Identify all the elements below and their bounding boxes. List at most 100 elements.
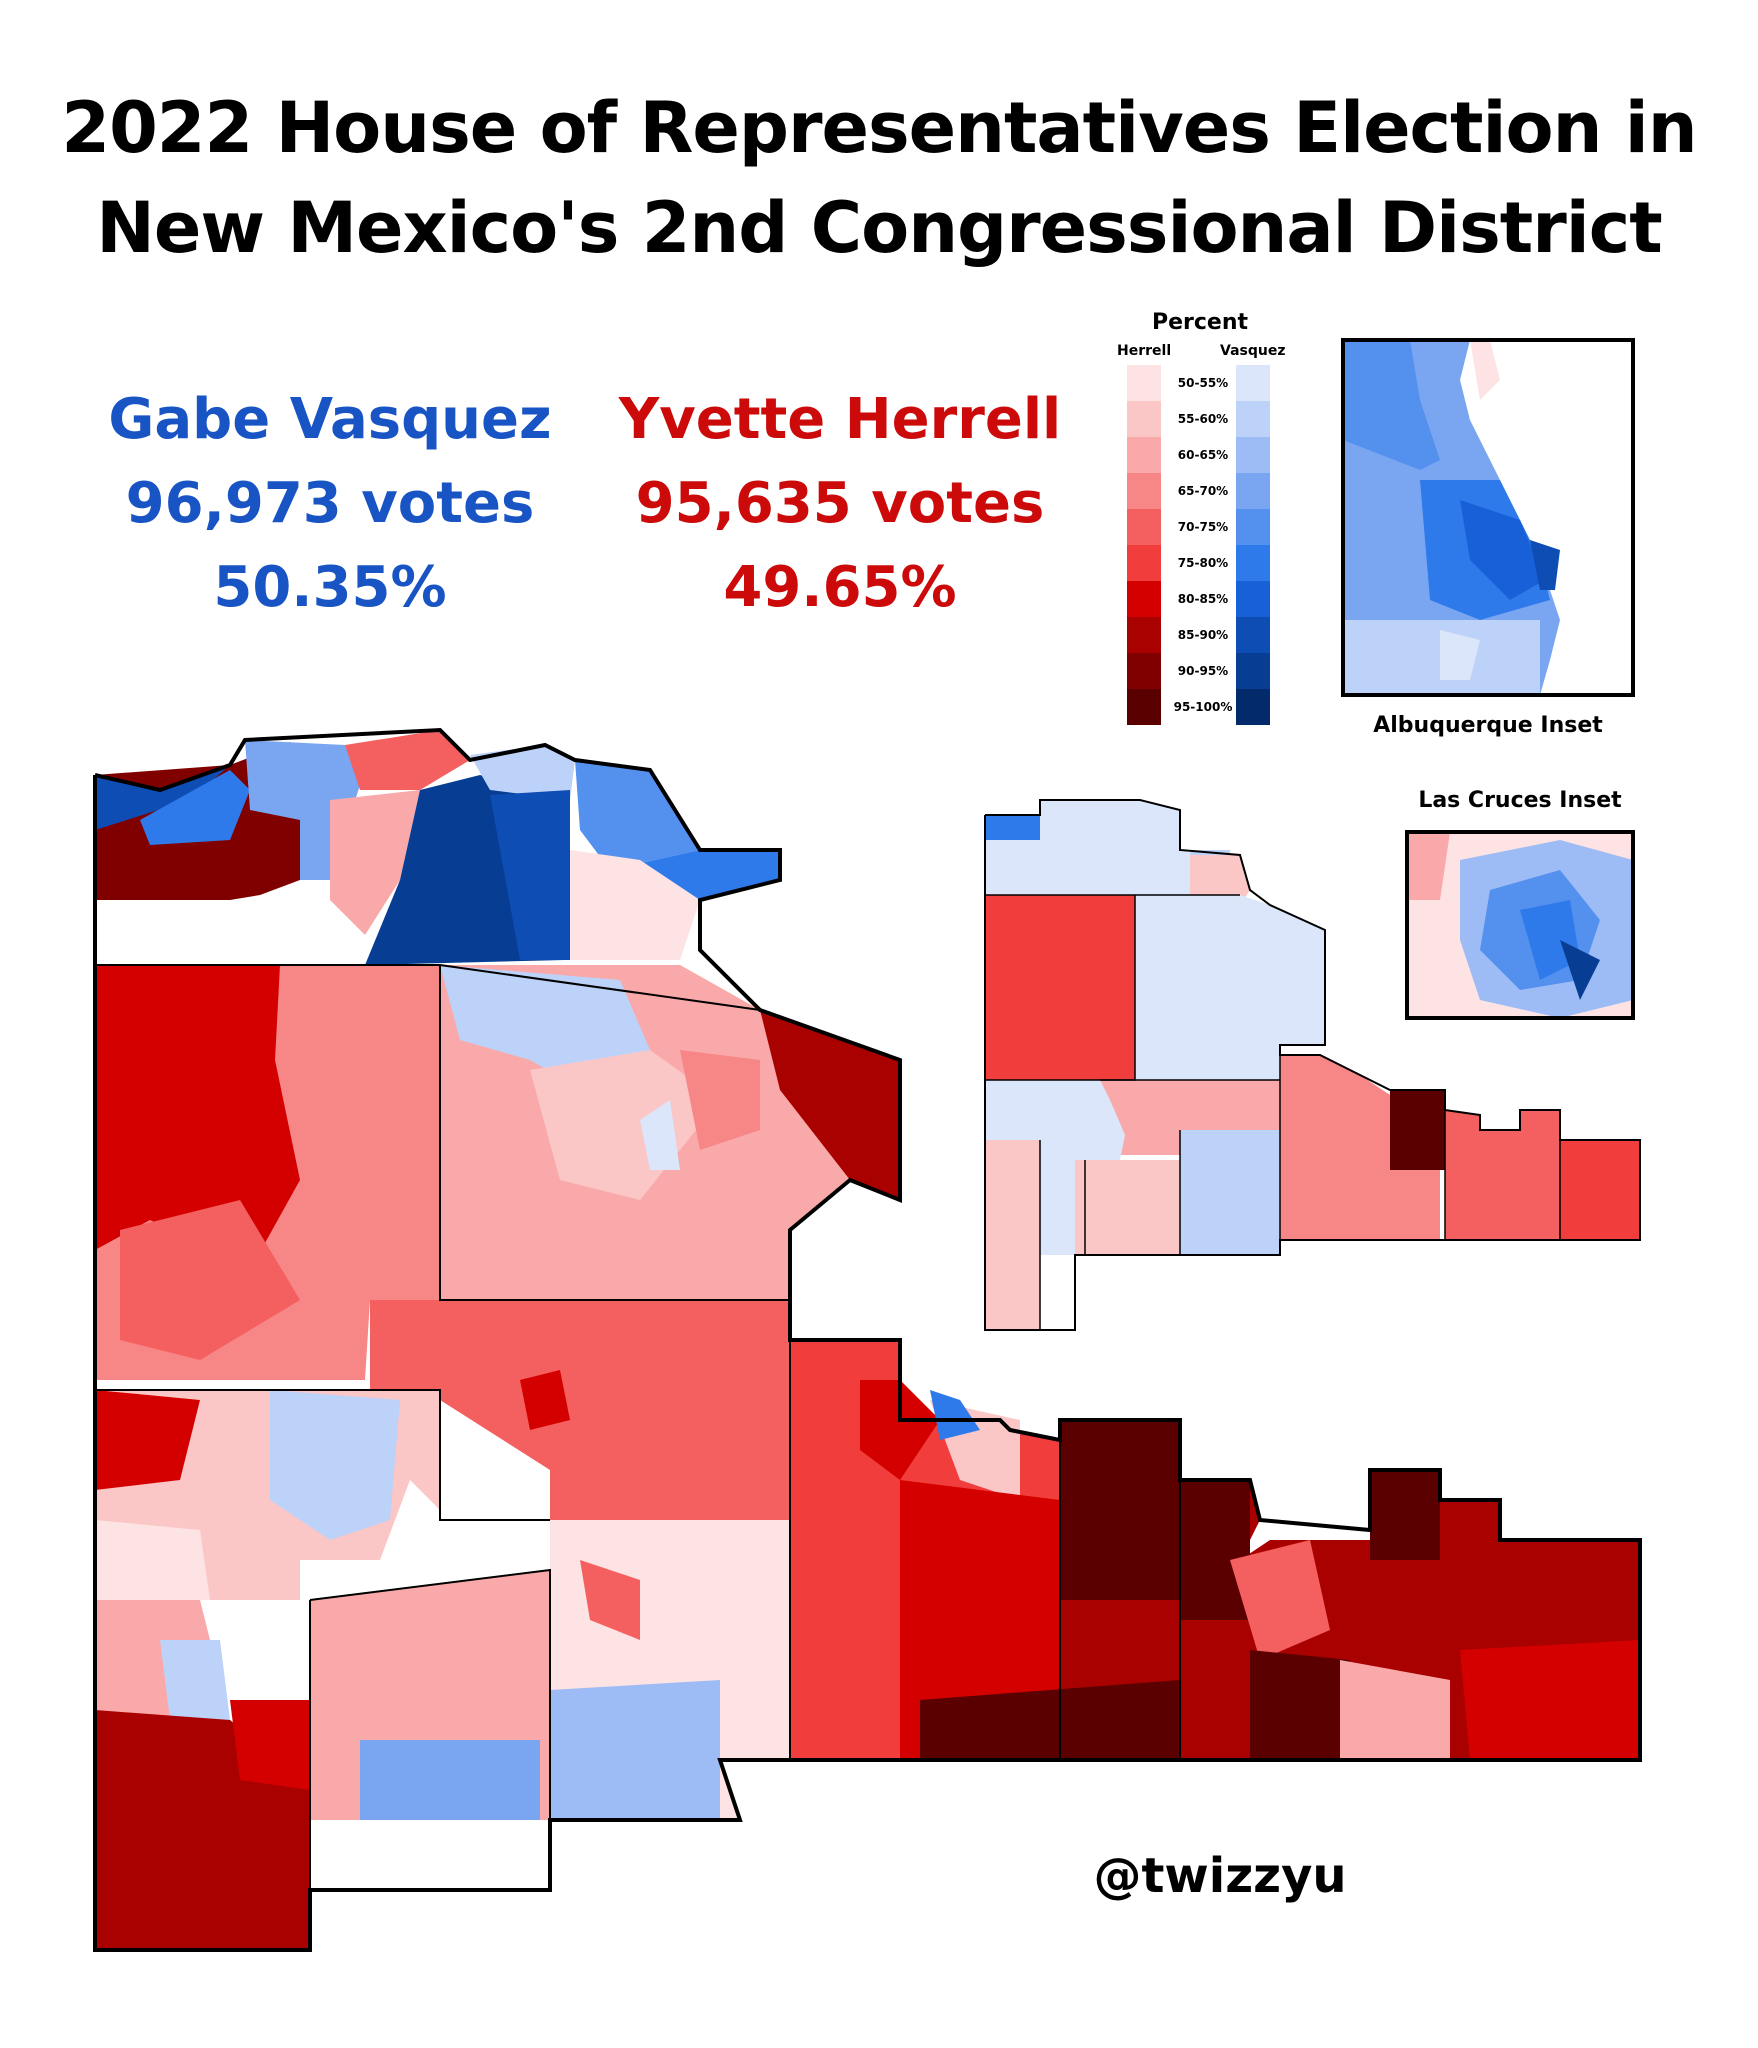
- legend-bin-label: 75-80%: [1177, 556, 1229, 570]
- county-region: [1135, 895, 1325, 1080]
- legend-rep-swatch: [1127, 437, 1161, 473]
- dem-candidate-block: Gabe Vasquez 96,973 votes 50.35%: [70, 378, 590, 630]
- map-region: [530, 1050, 720, 1200]
- map-region: [1230, 1540, 1330, 1660]
- county-region: [1190, 855, 1250, 905]
- map-region: [1180, 1480, 1250, 1620]
- title-line-1: 2022 House of Representatives Election i…: [61, 87, 1697, 169]
- legend-dem-swatch: [1236, 365, 1270, 401]
- legend-rep-swatch: [1127, 365, 1161, 401]
- map-region: [1460, 1640, 1640, 1760]
- dem-candidate-votes: 96,973 votes: [125, 471, 535, 536]
- county-summary-map: [984, 799, 1641, 1331]
- legend-rep-label: Herrell: [1117, 343, 1172, 359]
- map-region: [95, 1390, 200, 1490]
- county-summary-outline: [984, 799, 1641, 1331]
- county-line: [439, 965, 790, 1301]
- title-line-2: New Mexico's 2nd Congressional District: [96, 187, 1662, 269]
- rep-candidate-name: Yvette Herrell: [618, 387, 1062, 452]
- map-region: [900, 1480, 1060, 1760]
- map-region: [550, 1680, 720, 1820]
- map-region: [640, 1100, 680, 1170]
- county-region: [1560, 1140, 1640, 1240]
- map-region: [570, 850, 700, 960]
- las-cruces-inset-label: Las Cruces Inset: [1418, 788, 1622, 813]
- inset-region: [1460, 500, 1545, 600]
- author-credit: @twizzyu: [1093, 1848, 1347, 1904]
- albuquerque-inset-label: Albuquerque Inset: [1373, 713, 1603, 738]
- map-title: 2022 House of Representatives Election i…: [0, 78, 1758, 278]
- legend-rep-swatch: [1127, 545, 1161, 581]
- legend-dem-swatch: [1236, 653, 1270, 689]
- dem-candidate-name: Gabe Vasquez: [108, 387, 552, 452]
- inset-region: [1530, 540, 1560, 590]
- legend-rep-swatch: [1127, 401, 1161, 437]
- map-region: [575, 760, 700, 870]
- map-region: [470, 745, 575, 800]
- main-map: [93, 727, 1642, 1952]
- map-region: [1060, 1420, 1180, 1600]
- map-region: [270, 1390, 400, 1540]
- legend-dem-swatch: [1236, 509, 1270, 545]
- legend-dem-swatch: [1236, 689, 1270, 725]
- map-region: [140, 770, 250, 845]
- inset-region: [1520, 900, 1580, 980]
- legend-dem-swatch: [1236, 617, 1270, 653]
- map-region: [1250, 1650, 1350, 1760]
- inset-region: [1470, 340, 1500, 400]
- legend-dem-label: Vasquez: [1220, 343, 1286, 359]
- map-region: [120, 1200, 300, 1360]
- legend-rep-swatch: [1127, 689, 1161, 725]
- map-region: [490, 790, 570, 960]
- las-cruces-inset-map: [1405, 830, 1635, 1020]
- county-region: [985, 800, 1230, 895]
- legend-dem-swatch: [1236, 401, 1270, 437]
- legend-dem-swatch: [1236, 473, 1270, 509]
- legend-bin-label: 65-70%: [1177, 484, 1229, 498]
- county-region: [1445, 1110, 1560, 1240]
- map-region: [360, 1740, 540, 1820]
- legend-rep-swatch: [1127, 473, 1161, 509]
- legend-bin-label: 50-55%: [1177, 376, 1229, 390]
- legend-dem-swatch: [1236, 581, 1270, 617]
- rep-candidate-pct: 49.65%: [723, 555, 957, 620]
- map-region: [370, 1300, 790, 1530]
- map-region: [920, 1680, 1180, 1760]
- inset-region: [1440, 630, 1480, 680]
- legend-rep-swatch: [1127, 581, 1161, 617]
- map-region: [760, 1010, 900, 1200]
- rep-candidate-block: Yvette Herrell 95,635 votes 49.65%: [580, 378, 1100, 630]
- legend-dem-swatch: [1236, 545, 1270, 581]
- county-line: [95, 1389, 550, 1521]
- county-region: [1390, 1090, 1445, 1170]
- inset-region: [1407, 832, 1450, 900]
- legend-bin-label: 60-65%: [1177, 448, 1229, 462]
- map-region: [95, 965, 300, 1270]
- inset-region: [1343, 340, 1440, 470]
- map-region: [680, 1050, 760, 1150]
- map-region: [230, 1700, 310, 1790]
- county-line: [309, 1568, 551, 1820]
- map-region: [345, 730, 470, 790]
- rep-candidate-votes: 95,635 votes: [635, 471, 1045, 536]
- county-region: [1180, 1130, 1280, 1255]
- legend-dem-swatch: [1236, 437, 1270, 473]
- legend-bin-label: 70-75%: [1177, 520, 1229, 534]
- legend-title: Percent: [1151, 310, 1249, 335]
- map-region: [580, 1560, 640, 1640]
- dem-candidate-pct: 50.35%: [213, 555, 447, 620]
- legend-bin-label: 95-100%: [1173, 700, 1233, 714]
- legend-bin-label: 80-85%: [1177, 592, 1229, 606]
- map-region: [1370, 1470, 1440, 1560]
- county-region: [985, 895, 1135, 1080]
- county-region: [1075, 1160, 1180, 1255]
- county-region: [1040, 1160, 1085, 1255]
- map-region: [520, 1370, 570, 1430]
- legend-bin-label: 90-95%: [1177, 664, 1229, 678]
- map-region: [1340, 1660, 1450, 1760]
- county-region: [985, 815, 1040, 840]
- map-region: [330, 790, 420, 935]
- legend-bin-label: 85-90%: [1177, 628, 1229, 642]
- map-region: [860, 1380, 940, 1480]
